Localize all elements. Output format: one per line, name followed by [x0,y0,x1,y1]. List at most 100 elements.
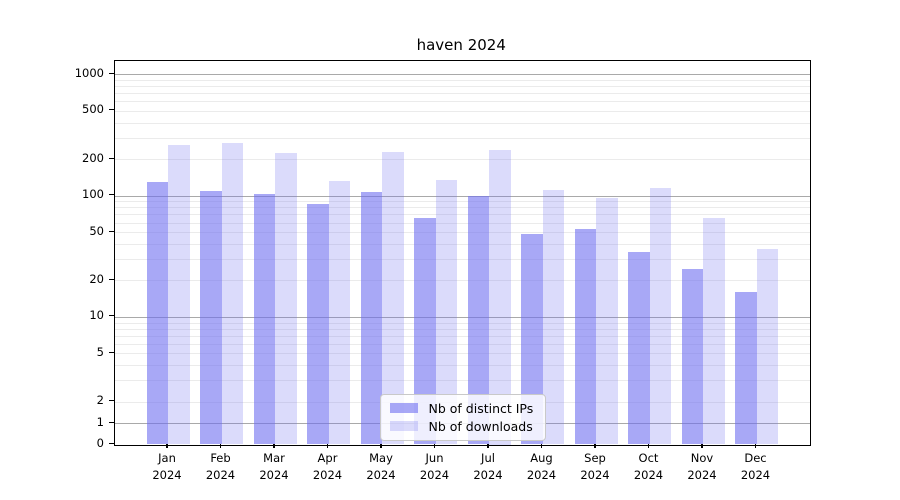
bar-downloads-aug [542,189,564,445]
y-tick-label: 0 [96,436,104,450]
x-tick-year: 2024 [205,468,236,482]
legend-item-distinct-ips: Nb of distinct IPs [389,400,536,416]
x-tick-month: Aug [530,450,553,465]
gridline-minor [114,343,810,345]
y-tick-mark [109,351,114,353]
x-tick-month: Nov [690,450,714,465]
bar-distinct-ips-jul [467,195,489,445]
bar-distinct-ips-oct [628,252,650,445]
legend-label-distinct-ips: Nb of distinct IPs [428,400,534,416]
y-tick-mark [109,157,114,159]
y-tick-label: 500 [82,102,104,117]
x-tick-month: May [369,450,393,465]
gridline-minor [114,365,810,367]
bar-downloads-oct [649,188,671,445]
x-tick-year: 2024 [259,468,289,482]
legend-swatch-distinct-ips [389,402,418,414]
gridline-minor [114,201,810,203]
x-tick-mark [754,443,757,448]
gridline-minor [114,232,810,234]
bar-downloads-dec [756,249,778,445]
gridline-minor [114,380,810,382]
bar-downloads-may [382,151,404,445]
chart-title: haven 2024 [416,36,506,54]
x-tick-label: Aug 2024 [512,450,572,485]
x-tick-month: Feb [210,450,231,465]
y-tick-mark [109,72,114,74]
x-tick-mark [433,443,436,448]
bar-distinct-ips-dec [735,292,757,445]
x-tick-mark [219,443,222,448]
gridline-minor [114,328,810,330]
gridline-minor [114,110,810,112]
y-tick-label: 2 [96,393,104,408]
x-tick-mark [273,443,275,448]
plot-area: Nb of distinct IPs Nb of downloads [113,59,811,446]
gridline-minor [114,322,810,324]
bar-distinct-ips-sep [574,229,596,445]
x-tick-month: Mar [263,450,285,465]
y-tick-mark [109,421,114,423]
gridline-minor [114,214,810,216]
x-tick-year: 2024 [366,468,396,482]
gridline-minor [114,86,810,88]
x-tick-year: 2024 [580,468,610,482]
x-tick-label: May 2024 [351,450,411,485]
bar-distinct-ips-aug [521,234,543,445]
gridline-minor [114,159,810,161]
x-tick-label: Sep 2024 [565,450,625,485]
bar-distinct-ips-feb [200,190,222,445]
y-tick-mark [109,315,114,317]
y-tick-label: 100 [82,187,104,202]
gridline-minor [114,207,810,209]
y-tick-label: 200 [82,150,104,165]
gridline-minor [114,259,810,260]
gridline-minor [114,101,810,103]
x-tick-label: Apr 2024 [298,450,358,485]
bar-downloads-jul [489,149,511,445]
x-tick-year: 2024 [526,468,557,482]
bar-distinct-ips-jan [146,181,168,445]
gridline-minor [114,79,810,81]
gridline-minor [114,280,810,282]
x-tick-mark [326,443,329,448]
x-tick-year: 2024 [312,468,343,482]
x-tick-mark [380,443,382,448]
y-tick-label: 1 [96,414,104,429]
bar-distinct-ips-jun [414,218,436,445]
y-tick-label: 1000 [74,65,104,80]
legend: Nb of distinct IPs Nb of downloads [379,393,546,441]
x-tick-year: 2024 [687,468,717,482]
y-tick-label: 20 [89,271,104,286]
bar-downloads-apr [328,180,350,445]
y-tick-label: 5 [96,344,104,359]
bar-distinct-ips-mar [253,194,275,445]
x-tick-year: 2024 [473,468,503,482]
x-tick-year: 2024 [152,468,182,482]
gridline-minor [114,93,810,95]
x-tick-mark [647,443,650,448]
gridline-minor [114,353,810,355]
x-tick-label: Nov 2024 [672,450,732,485]
gridline-minor [114,335,810,337]
x-tick-month: Jun [425,450,444,465]
y-tick-mark [109,278,114,280]
legend-item-downloads: Nb of downloads [389,419,536,434]
x-tick-mark [166,443,168,448]
gridline-minor [114,222,810,224]
x-tick-label: Jan 2024 [137,450,197,485]
x-tick-year: 2024 [740,468,771,482]
x-tick-year: 2024 [633,468,664,482]
bar-distinct-ips-apr [307,204,329,445]
x-tick-label: Jun 2024 [405,450,465,485]
bar-downloads-jun [435,179,457,445]
legend-swatch-downloads [389,420,418,432]
x-tick-label: Dec 2024 [726,450,786,485]
x-tick-label: Oct 2024 [619,450,679,485]
x-tick-mark [540,443,543,448]
x-tick-mark [701,443,703,448]
x-tick-mark [487,443,489,448]
gridline-minor [114,122,810,124]
gridline-major [114,195,810,197]
